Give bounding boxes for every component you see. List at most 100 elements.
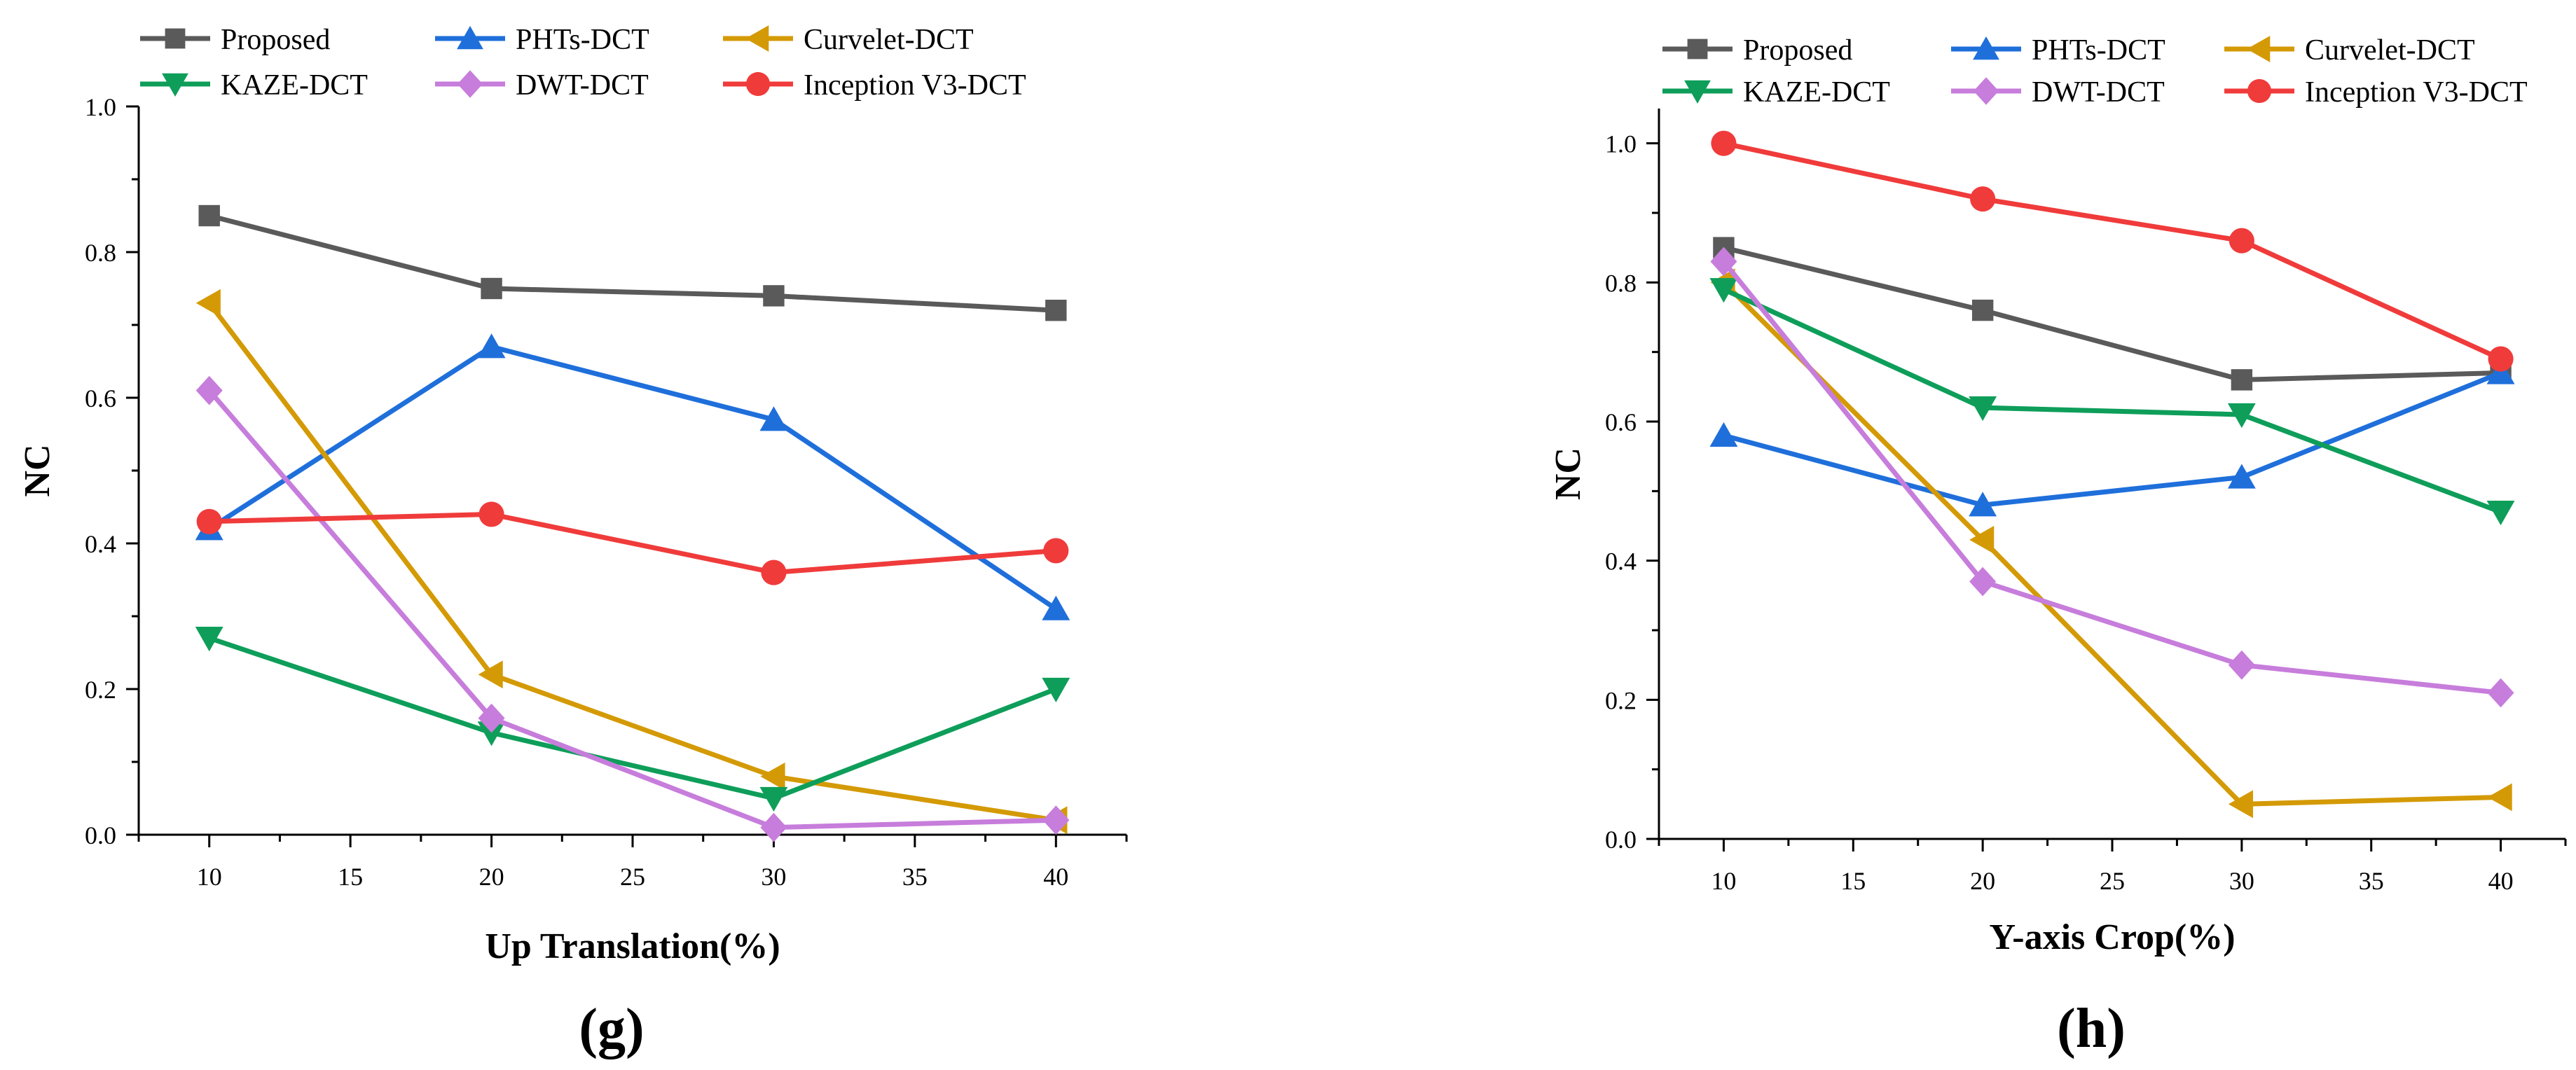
series-proposed bbox=[198, 204, 1067, 321]
legend-item-curvelet-dct: Curvelet-DCT bbox=[723, 24, 974, 56]
legend-marker bbox=[2247, 36, 2271, 62]
data-point bbox=[1042, 805, 1070, 835]
data-point bbox=[2488, 346, 2514, 372]
y-tick-label: 0.8 bbox=[85, 239, 116, 267]
data-point bbox=[1971, 299, 1994, 321]
series-line bbox=[1723, 245, 2501, 382]
legend-label: Curvelet-DCT bbox=[2305, 34, 2475, 67]
legend-item-inception-v3-dct: Inception V3-DCT bbox=[723, 69, 1026, 102]
data-point bbox=[1969, 525, 1995, 554]
data-point bbox=[760, 762, 785, 791]
data-point bbox=[481, 277, 502, 300]
data-point bbox=[1970, 186, 1996, 212]
x-tick-label: 30 bbox=[761, 863, 786, 891]
series-line bbox=[1723, 141, 2502, 361]
series-line bbox=[207, 344, 1058, 611]
legend: Proposed PHTs-DCT Curvelet-DCT KAZE-DCT DWT-… bbox=[1662, 34, 2528, 109]
x-axis-title: Up Translation(%) bbox=[485, 926, 780, 966]
data-point bbox=[763, 285, 785, 307]
data-point bbox=[198, 204, 220, 227]
legend-label: Curvelet-DCT bbox=[804, 24, 974, 56]
data-point bbox=[1043, 538, 1069, 564]
series-line bbox=[1721, 260, 2501, 695]
x-tick-label: 25 bbox=[2100, 867, 2125, 895]
data-point bbox=[1042, 677, 1070, 702]
series-line bbox=[208, 635, 1057, 801]
data-point bbox=[478, 501, 504, 527]
data-point bbox=[1709, 422, 1738, 447]
y-tick-label: 0.6 bbox=[85, 384, 116, 412]
legend-label: KAZE-DCT bbox=[221, 69, 368, 102]
data-point bbox=[195, 375, 223, 405]
y-tick-label: 0.4 bbox=[85, 530, 116, 558]
data-point bbox=[1709, 278, 1738, 303]
legend-item-kaze-dct: KAZE-DCT bbox=[140, 69, 368, 102]
y-axis-title: NC bbox=[18, 444, 57, 496]
data-point bbox=[1711, 130, 1737, 156]
series-line bbox=[207, 389, 1056, 831]
legend-item-phts-dct: PHTs-DCT bbox=[1951, 34, 2165, 67]
panel-label: (h) bbox=[2057, 998, 2126, 1059]
data-point bbox=[759, 406, 788, 431]
series-phts-dct bbox=[1709, 359, 2515, 517]
series-kaze-dct bbox=[1709, 278, 2515, 526]
panel-label: (g) bbox=[579, 998, 644, 1059]
legend-item-curvelet-dct: Curvelet-DCT bbox=[2224, 34, 2475, 67]
legend-label: DWT-DCT bbox=[2032, 76, 2165, 109]
series-line bbox=[1721, 280, 2501, 807]
series-curvelet-dct bbox=[1710, 268, 2512, 819]
data-point bbox=[2486, 500, 2515, 526]
data-point bbox=[2228, 790, 2254, 819]
y-tick-label: 1.0 bbox=[1605, 130, 1637, 158]
x-tick-label: 30 bbox=[2229, 867, 2254, 895]
x-axis-title: Y-axis Crop(%) bbox=[1989, 917, 2235, 957]
chart-panel-h: 10 15 20 25 30 35 40 0.0 0.2 0.4 0.6 0.8 1.0 Y-axis C… bbox=[1548, 34, 2567, 1059]
data-point bbox=[478, 660, 503, 689]
data-point bbox=[759, 786, 788, 812]
legend-marker bbox=[1684, 80, 1711, 104]
data-point bbox=[477, 333, 506, 359]
x-tick-label: 40 bbox=[1043, 863, 1068, 891]
y-tick-label: 0.2 bbox=[1605, 686, 1637, 714]
series-line bbox=[1723, 370, 2502, 508]
y-axis-title: NC bbox=[1548, 447, 1588, 500]
data-point bbox=[2231, 369, 2253, 391]
axes: 10 15 20 25 30 35 40 0.0 0.2 0.4 0.6 0.8 1.0 bbox=[85, 93, 1128, 891]
data-point bbox=[1045, 300, 1067, 321]
x-tick-label: 20 bbox=[1970, 867, 1995, 895]
series-dwt-dct bbox=[195, 375, 1070, 842]
legend-label: Inception V3-DCT bbox=[804, 69, 1026, 102]
series-inception-v3-dct bbox=[196, 501, 1069, 585]
series-phts-dct bbox=[195, 333, 1070, 620]
x-tick-label: 20 bbox=[479, 863, 504, 891]
legend-item-inception-v3-dct: Inception V3-DCT bbox=[2224, 76, 2528, 109]
axes: 10 15 20 25 30 35 40 0.0 0.2 0.4 0.6 0.8 1.0 bbox=[1605, 109, 2567, 895]
legend-label: Proposed bbox=[221, 24, 330, 56]
legend-marker bbox=[1687, 39, 1708, 60]
data-point bbox=[2487, 678, 2514, 708]
legend-item-proposed: Proposed bbox=[1662, 34, 1852, 67]
legend-label: DWT-DCT bbox=[516, 69, 649, 102]
y-tick-label: 0.2 bbox=[85, 676, 116, 704]
data-point bbox=[760, 812, 787, 842]
series-proposed bbox=[1713, 237, 2512, 391]
legend-marker bbox=[457, 70, 483, 98]
y-tick-label: 0.0 bbox=[85, 821, 116, 849]
series-line bbox=[1722, 287, 2502, 515]
y-tick-label: 0.4 bbox=[1605, 548, 1637, 576]
x-tick-label: 15 bbox=[1840, 867, 1866, 895]
legend-marker bbox=[165, 28, 186, 49]
data-point bbox=[1969, 567, 1997, 597]
data-point bbox=[1969, 492, 1997, 517]
legend-marker bbox=[162, 73, 188, 97]
data-point bbox=[2486, 359, 2515, 384]
data-point bbox=[761, 560, 787, 585]
data-point bbox=[2228, 650, 2255, 680]
x-tick-label: 25 bbox=[620, 863, 645, 891]
series-inception-v3-dct bbox=[1711, 130, 2514, 372]
data-point bbox=[196, 508, 222, 534]
legend-marker bbox=[1974, 77, 1999, 105]
data-point bbox=[2227, 403, 2256, 429]
data-point bbox=[478, 703, 505, 733]
